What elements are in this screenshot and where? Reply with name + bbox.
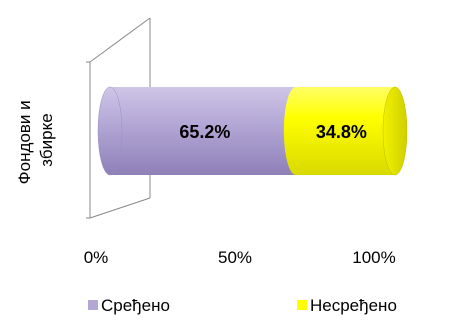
legend-swatch-nesredjeno bbox=[297, 300, 307, 310]
x-tick-label: 50% bbox=[218, 248, 252, 267]
legend-label-sredjeno: Сређено bbox=[101, 296, 170, 315]
legend: Сређено Несређено bbox=[88, 296, 397, 315]
bar-right-cap bbox=[382, 86, 408, 176]
data-labels: 65.2% 34.8% bbox=[179, 122, 367, 142]
x-tick-label: 0% bbox=[84, 248, 109, 267]
category-axis-title-line-2: збирке bbox=[37, 113, 56, 166]
back-wall-top bbox=[89, 17, 151, 63]
data-label-nesredjeno: 34.8% bbox=[316, 122, 367, 142]
category-axis-title: Фондови и збирке bbox=[15, 96, 56, 185]
bar-left-cap bbox=[97, 86, 123, 176]
legend-swatch-sredjeno bbox=[88, 300, 98, 310]
data-label-sredjeno: 65.2% bbox=[179, 122, 230, 142]
bars bbox=[97, 86, 408, 176]
bar-nesredjeno bbox=[283, 87, 407, 175]
bar-sredjeno bbox=[98, 87, 308, 175]
category-axis-title-line-1: Фондови и bbox=[15, 100, 34, 184]
x-tick-label: 100% bbox=[352, 248, 395, 267]
floor-line bbox=[89, 197, 151, 219]
x-tick-labels: 0% 50% 100% bbox=[84, 248, 396, 267]
legend-label-nesredjeno: Несређено bbox=[310, 296, 397, 315]
